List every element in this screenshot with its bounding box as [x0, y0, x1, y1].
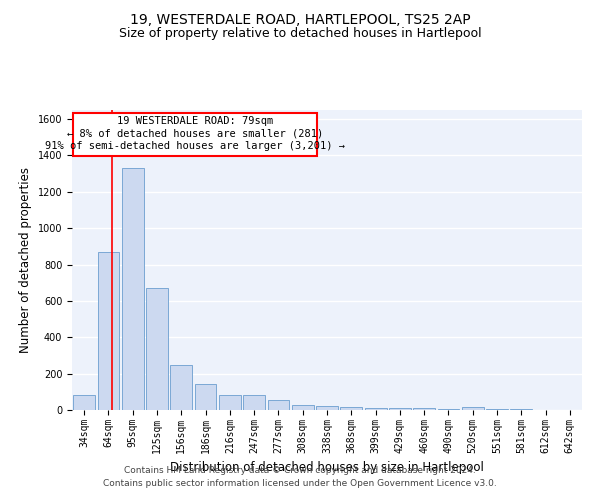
- FancyBboxPatch shape: [73, 112, 317, 156]
- Bar: [243, 394, 265, 410]
- Bar: [486, 409, 508, 410]
- Bar: [170, 366, 192, 410]
- Bar: [462, 408, 484, 410]
- Bar: [437, 409, 460, 410]
- Bar: [316, 406, 338, 410]
- Bar: [389, 408, 411, 410]
- Y-axis label: Number of detached properties: Number of detached properties: [19, 167, 32, 353]
- Text: ← 8% of detached houses are smaller (281): ← 8% of detached houses are smaller (281…: [67, 128, 323, 138]
- Bar: [146, 288, 168, 410]
- Text: 91% of semi-detached houses are larger (3,201) →: 91% of semi-detached houses are larger (…: [45, 142, 345, 152]
- Text: 19 WESTERDALE ROAD: 79sqm: 19 WESTERDALE ROAD: 79sqm: [117, 116, 274, 126]
- Text: Contains HM Land Registry data © Crown copyright and database right 2024.
Contai: Contains HM Land Registry data © Crown c…: [103, 466, 497, 487]
- Bar: [122, 168, 143, 410]
- Bar: [340, 408, 362, 410]
- Text: 19, WESTERDALE ROAD, HARTLEPOOL, TS25 2AP: 19, WESTERDALE ROAD, HARTLEPOOL, TS25 2A…: [130, 12, 470, 26]
- Bar: [365, 408, 386, 410]
- Bar: [268, 400, 289, 410]
- Bar: [413, 408, 435, 410]
- Bar: [292, 406, 314, 410]
- X-axis label: Distribution of detached houses by size in Hartlepool: Distribution of detached houses by size …: [170, 461, 484, 474]
- Bar: [97, 252, 119, 410]
- Bar: [194, 384, 217, 410]
- Bar: [73, 396, 95, 410]
- Bar: [219, 394, 241, 410]
- Text: Size of property relative to detached houses in Hartlepool: Size of property relative to detached ho…: [119, 28, 481, 40]
